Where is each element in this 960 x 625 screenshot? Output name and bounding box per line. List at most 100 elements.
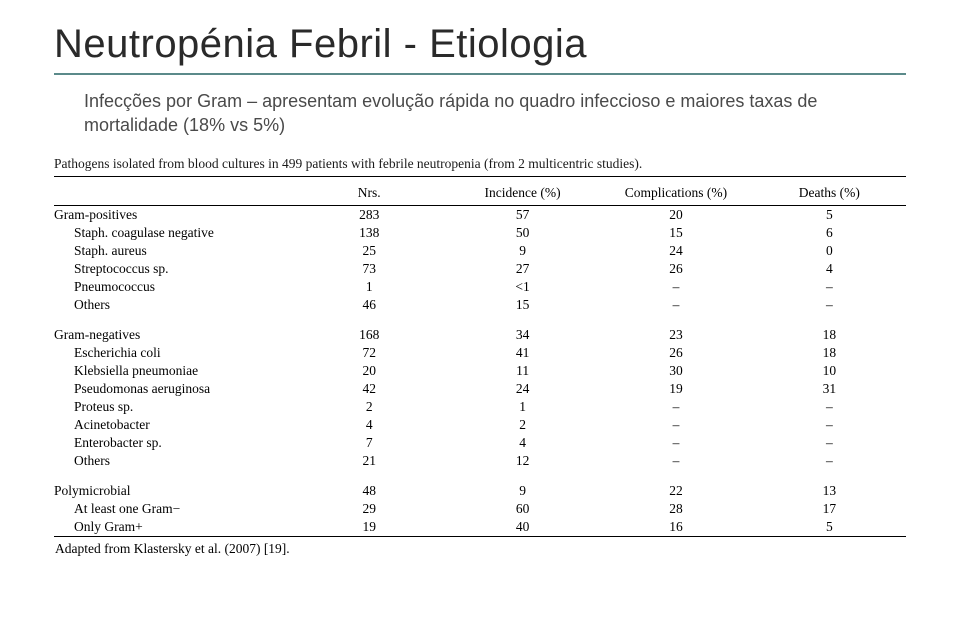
table-row: Streptococcus sp.7327264 [54,260,906,278]
col-header [54,181,293,206]
cell-complications: 16 [599,518,752,537]
cell-incidence: 34 [446,326,599,344]
cell-deaths: 10 [753,362,906,380]
cell-deaths: 0 [753,242,906,260]
table-row: Klebsiella pneumoniae20113010 [54,362,906,380]
cell-name: Pneumococcus [54,278,293,296]
cell-nrs: 29 [293,500,446,518]
cell-name: Klebsiella pneumoniae [54,362,293,380]
cell-nrs: 73 [293,260,446,278]
cell-incidence: <1 [446,278,599,296]
table-row: Others2112–– [54,452,906,470]
cell-name: Enterobacter sp. [54,434,293,452]
cell-incidence: 57 [446,205,599,224]
cell-name: Others [54,452,293,470]
table-body: Gram-positives28357205Staph. coagulase n… [54,205,906,536]
cell-nrs: 168 [293,326,446,344]
cell-nrs: 4 [293,416,446,434]
cell-deaths: 17 [753,500,906,518]
cell-complications: 23 [599,326,752,344]
cell-complications: 28 [599,500,752,518]
cell-deaths: 6 [753,224,906,242]
cell-incidence: 4 [446,434,599,452]
cell-incidence: 12 [446,452,599,470]
cell-name: Gram-positives [54,205,293,224]
table-row: Escherichia coli72412618 [54,344,906,362]
cell-deaths: 4 [753,260,906,278]
pathogens-table: Nrs. Incidence (%) Complications (%) Dea… [54,181,906,558]
cell-incidence: 9 [446,242,599,260]
col-header: Incidence (%) [446,181,599,206]
table-row: Proteus sp.21–– [54,398,906,416]
cell-name: Acinetobacter [54,416,293,434]
cell-incidence: 15 [446,296,599,314]
table-footer: Adapted from Klastersky et al. (2007) [1… [54,536,906,558]
cell-deaths: 18 [753,326,906,344]
cell-incidence: 1 [446,398,599,416]
cell-incidence: 9 [446,482,599,500]
cell-name: Staph. aureus [54,242,293,260]
cell-name: Streptococcus sp. [54,260,293,278]
cell-complications: 26 [599,344,752,362]
table-row: Enterobacter sp.74–– [54,434,906,452]
cell-name: Pseudomonas aeruginosa [54,380,293,398]
col-header: Deaths (%) [753,181,906,206]
cell-name: Gram-negatives [54,326,293,344]
cell-nrs: 283 [293,205,446,224]
table-row: Pneumococcus1<1–– [54,278,906,296]
cell-deaths: 5 [753,205,906,224]
table-row: Staph. coagulase negative13850156 [54,224,906,242]
cell-complications: 22 [599,482,752,500]
cell-deaths: – [753,434,906,452]
cell-incidence: 2 [446,416,599,434]
table-row: At least one Gram−29602817 [54,500,906,518]
cell-deaths: 13 [753,482,906,500]
table-row: Gram-positives28357205 [54,205,906,224]
cell-incidence: 50 [446,224,599,242]
cell-complications: – [599,452,752,470]
cell-nrs: 42 [293,380,446,398]
cell-nrs: 48 [293,482,446,500]
cell-name: Escherichia coli [54,344,293,362]
table-caption: Pathogens isolated from blood cultures i… [54,156,906,177]
cell-nrs: 19 [293,518,446,537]
cell-nrs: 21 [293,452,446,470]
table-row: Only Gram+1940165 [54,518,906,537]
col-header: Nrs. [293,181,446,206]
page-title: Neutropénia Febril - Etiologia [54,22,906,75]
cell-complications: 30 [599,362,752,380]
cell-name: Only Gram+ [54,518,293,537]
cell-name: Others [54,296,293,314]
cell-deaths: – [753,398,906,416]
cell-deaths: – [753,296,906,314]
table-row: Gram-negatives168342318 [54,326,906,344]
table-row: Polymicrobial4892213 [54,482,906,500]
cell-name: At least one Gram− [54,500,293,518]
cell-complications: – [599,416,752,434]
cell-deaths: – [753,416,906,434]
cell-deaths: 5 [753,518,906,537]
page-subtitle: Infecções por Gram – apresentam evolução… [84,89,906,138]
cell-incidence: 41 [446,344,599,362]
cell-incidence: 11 [446,362,599,380]
cell-complications: 26 [599,260,752,278]
table-row: Acinetobacter42–– [54,416,906,434]
table-row: Pseudomonas aeruginosa42241931 [54,380,906,398]
cell-name: Proteus sp. [54,398,293,416]
slide: Neutropénia Febril - Etiologia Infecções… [0,0,960,568]
table-row: Others4615–– [54,296,906,314]
cell-nrs: 20 [293,362,446,380]
cell-nrs: 25 [293,242,446,260]
cell-deaths: – [753,452,906,470]
cell-name: Polymicrobial [54,482,293,500]
cell-complications: 20 [599,205,752,224]
cell-nrs: 46 [293,296,446,314]
cell-deaths: – [753,278,906,296]
cell-complications: 24 [599,242,752,260]
cell-complications: – [599,398,752,416]
cell-nrs: 1 [293,278,446,296]
cell-nrs: 7 [293,434,446,452]
cell-incidence: 40 [446,518,599,537]
cell-incidence: 24 [446,380,599,398]
table-header-row: Nrs. Incidence (%) Complications (%) Dea… [54,181,906,206]
